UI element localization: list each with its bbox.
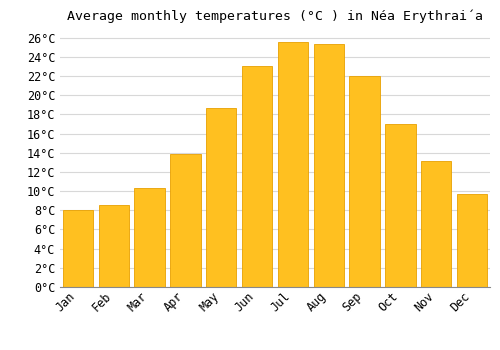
Bar (385, 124, 416, 287)
Bar (98, 205, 129, 287)
Bar (350, 76, 380, 287)
Bar (206, 107, 236, 287)
Bar (242, 66, 272, 287)
Bar (278, 42, 308, 287)
Title: Average monthly temperatures (°C ) in Néa Erythraía: Average monthly temperatures (°C ) in Né… (67, 9, 483, 23)
Bar (134, 188, 165, 287)
Bar (314, 44, 344, 287)
Bar (62, 210, 93, 287)
Bar (421, 161, 452, 287)
Bar (170, 154, 200, 287)
Bar (457, 194, 488, 287)
